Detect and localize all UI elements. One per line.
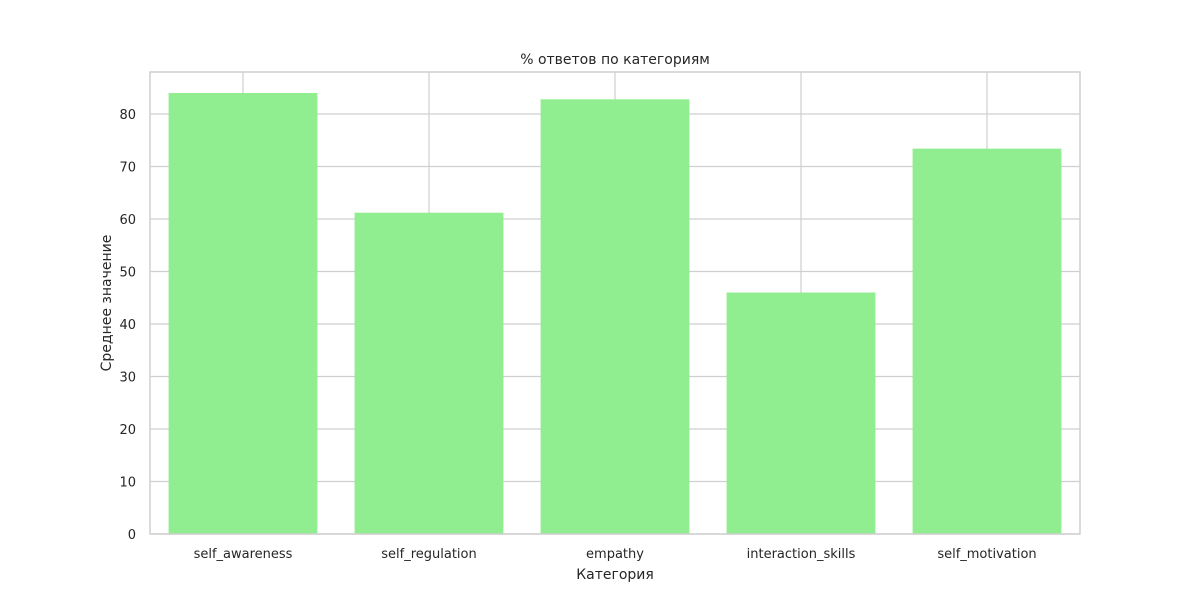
y-tick-labels: 0 10 20 30 40 50 60 70 80 <box>119 108 136 543</box>
bar-self_regulation <box>354 212 504 534</box>
x-axis-label: Категория <box>576 567 654 583</box>
x-tick-label: self_regulation <box>381 547 477 562</box>
x-tick-label: interaction_skills <box>747 547 856 562</box>
y-tick-label: 0 <box>128 528 136 543</box>
bars-layer <box>168 93 1062 535</box>
bar-empathy <box>540 99 690 535</box>
x-tick-label: empathy <box>586 547 644 562</box>
y-axis-label: Среднее значение <box>99 235 115 372</box>
bar-interaction_skills <box>726 292 876 534</box>
y-tick-label: 80 <box>119 108 136 123</box>
x-tick-label: self_motivation <box>937 547 1036 562</box>
y-tick-label: 40 <box>119 318 136 333</box>
y-tick-label: 20 <box>119 423 136 438</box>
y-tick-label: 30 <box>119 371 136 386</box>
y-tick-label: 10 <box>119 476 136 491</box>
y-tick-label: 50 <box>119 266 136 281</box>
bar-self_awareness <box>168 93 318 534</box>
y-tick-label: 70 <box>119 161 136 176</box>
y-tick-label: 60 <box>119 213 136 228</box>
bar-self_motivation <box>912 148 1062 534</box>
x-tick-label: self_awareness <box>194 547 293 562</box>
chart-title: % ответов по категориям <box>520 52 710 68</box>
plot-frame <box>149 71 1081 535</box>
x-tick-labels: self_awareness self_regulation empathy inte… <box>194 547 1037 562</box>
